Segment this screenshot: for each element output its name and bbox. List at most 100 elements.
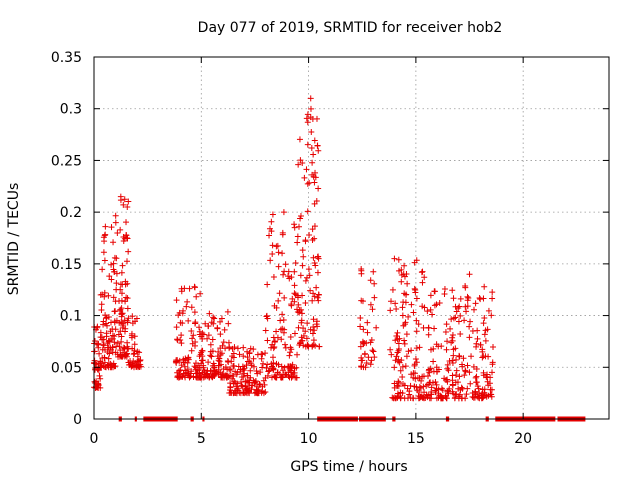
y-tick-label: 0.05 (51, 360, 82, 376)
data-point (176, 309, 183, 316)
data-point (237, 390, 244, 397)
data-point (217, 331, 224, 338)
data-point (214, 325, 221, 332)
data-point (433, 385, 440, 392)
data-point (100, 342, 107, 349)
data-point (358, 297, 365, 304)
data-point (121, 196, 128, 203)
data-point (314, 142, 321, 149)
data-point (441, 290, 448, 297)
data-point (396, 267, 403, 274)
data-point (464, 303, 471, 310)
data-point (311, 137, 318, 144)
data-point (220, 339, 227, 346)
data-point (314, 294, 321, 301)
data-point (482, 392, 489, 399)
data-point (279, 325, 286, 332)
data-point (367, 301, 374, 308)
data-point (117, 286, 124, 293)
data-point (275, 249, 282, 256)
data-point (472, 300, 479, 307)
data-point (452, 314, 459, 321)
data-point (122, 298, 129, 305)
data-point (278, 336, 285, 343)
data-point (123, 232, 130, 239)
data-point (106, 350, 113, 357)
data-point (277, 317, 284, 324)
data-point (178, 332, 185, 339)
data-point (197, 290, 204, 297)
data-point (190, 373, 197, 380)
chart-title: Day 077 of 2019, SRMTID for receiver hob… (198, 20, 503, 36)
data-point (403, 353, 410, 360)
data-point (300, 325, 307, 332)
data-point (204, 335, 211, 342)
data-point (118, 353, 125, 360)
x-tick-label: 0 (90, 431, 99, 447)
data-point (270, 334, 277, 341)
data-point (481, 283, 488, 290)
data-point (357, 323, 364, 330)
data-point (112, 212, 119, 219)
data-point (264, 281, 271, 288)
data-point (282, 344, 289, 351)
data-point (304, 180, 311, 187)
data-point (230, 350, 237, 357)
data-point (101, 289, 108, 296)
data-point (370, 268, 377, 275)
peak-point (280, 209, 287, 216)
data-point (304, 208, 311, 215)
data-point (413, 328, 420, 335)
data-point (279, 250, 286, 257)
data-point (312, 174, 319, 181)
data-point (307, 326, 314, 333)
data-point (253, 368, 260, 375)
data-point (408, 347, 415, 354)
data-point (224, 308, 231, 315)
data-point (368, 357, 375, 364)
data-point (96, 350, 103, 357)
data-point (436, 300, 443, 307)
data-point (484, 371, 491, 378)
data-point (299, 247, 306, 254)
x-tick-label: 15 (407, 431, 425, 447)
data-point (117, 226, 124, 233)
data-point (304, 320, 311, 327)
data-point (459, 395, 466, 402)
data-point (275, 297, 282, 304)
data-point (299, 310, 306, 317)
data-point (467, 318, 474, 325)
data-point (399, 312, 406, 319)
data-point (263, 312, 270, 319)
data-point (295, 223, 302, 230)
data-point (444, 338, 451, 345)
data-point (357, 315, 364, 322)
data-point (399, 390, 406, 397)
data-point (466, 323, 473, 330)
data-point (280, 329, 287, 336)
data-point (198, 347, 205, 354)
data-point (480, 295, 487, 302)
data-point (236, 351, 243, 358)
data-point (188, 304, 195, 311)
data-point (118, 297, 125, 304)
data-point (127, 357, 134, 364)
data-point (100, 341, 107, 348)
data-point (471, 306, 478, 313)
data-point (250, 355, 257, 362)
data-point (257, 382, 264, 389)
data-point (419, 268, 426, 275)
data-point (239, 383, 246, 390)
data-point (97, 375, 104, 382)
data-point (411, 259, 418, 266)
data-point (269, 242, 276, 249)
data-point (480, 320, 487, 327)
data-point (275, 263, 282, 270)
data-point (285, 373, 292, 380)
data-point (111, 333, 118, 340)
data-point (246, 390, 253, 397)
x-tick-label: 10 (300, 431, 318, 447)
data-point (113, 343, 120, 350)
plot-frame (93, 56, 610, 420)
data-point (313, 321, 320, 328)
